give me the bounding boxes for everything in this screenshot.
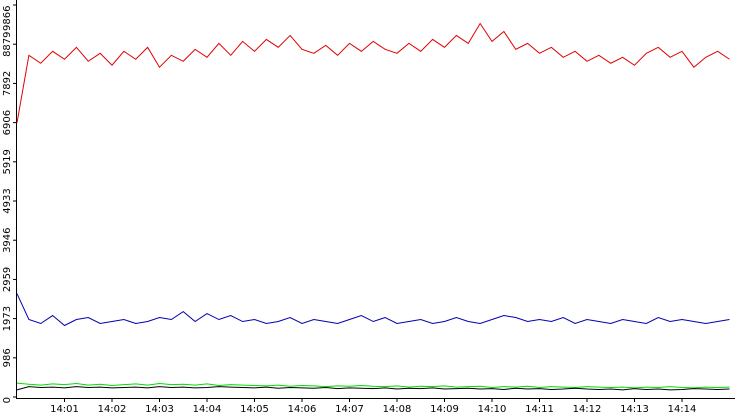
y-tick-label: 7892 [2,71,13,96]
x-tick-label: 14:11 [525,404,554,415]
x-tick-label: 14:12 [573,404,602,415]
y-tick-label: 8879 [2,31,13,56]
x-tick-label: 14:03 [145,404,174,415]
x-tick-label: 14:14 [668,404,697,415]
y-tick-label: 9866 [2,6,13,31]
y-tick-label: 4933 [2,188,13,213]
x-tick-label: 14:10 [478,404,507,415]
y-tick-label: 6906 [2,110,13,135]
series-line [16,293,730,327]
x-tick-label: 14:13 [620,404,649,415]
x-tick-label: 14:05 [240,404,269,415]
y-tick-label: 0 [2,397,13,403]
x-tick-label: 14:06 [288,404,317,415]
x-tick-label: 14:02 [98,404,127,415]
x-tick-label: 14:09 [430,404,459,415]
series-line [16,382,730,389]
series-line [16,22,730,123]
x-tick-label: 14:08 [383,404,412,415]
x-tick-label: 14:01 [50,404,79,415]
y-tick-label: 2959 [2,267,13,292]
y-tick-label: 5919 [2,149,13,174]
y-tick-label: 1973 [2,306,13,331]
y-tick-label: 3946 [2,227,13,252]
x-tick-label: 14:07 [335,404,364,415]
series-line [16,386,730,391]
y-tick-label: 986 [2,348,13,367]
x-tick-label: 14:04 [193,404,222,415]
